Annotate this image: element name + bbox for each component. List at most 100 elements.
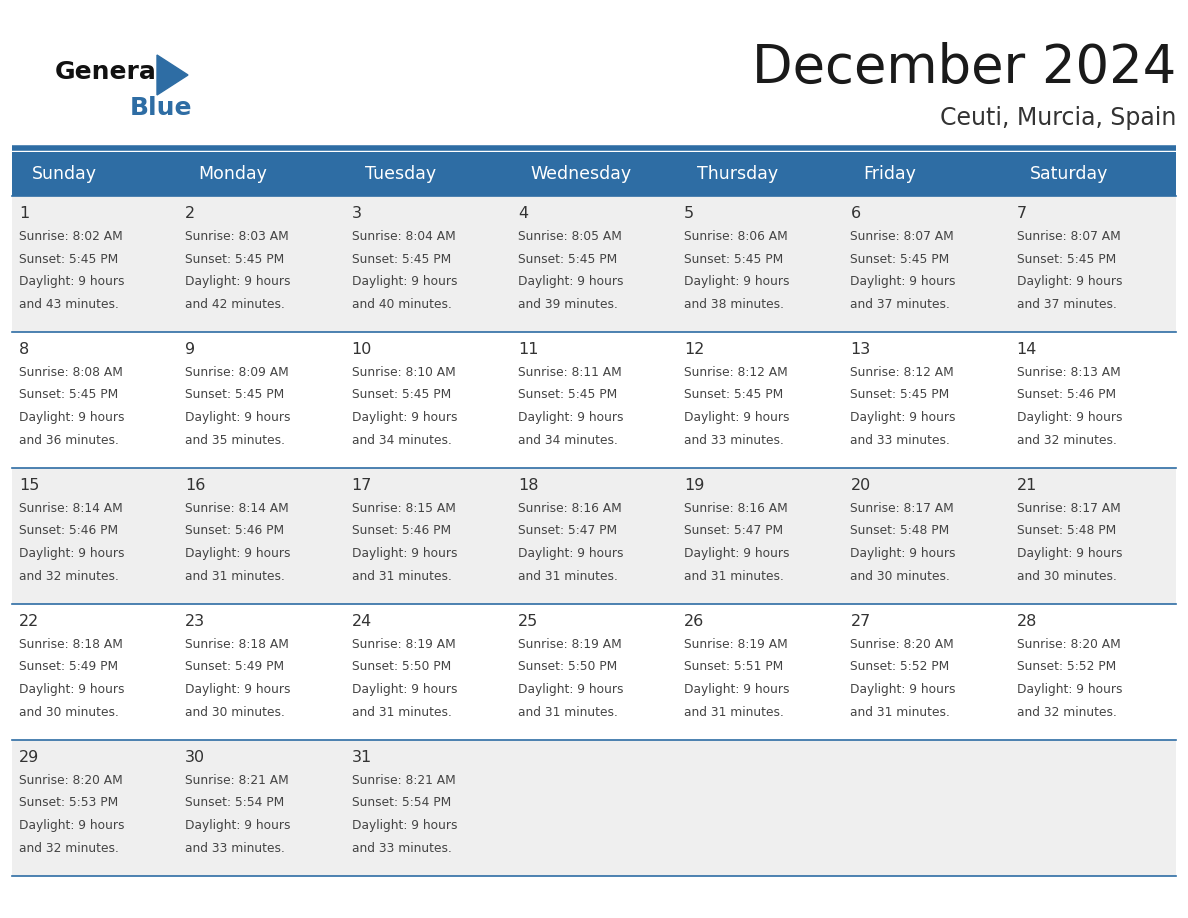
- Text: Sunset: 5:51 PM: Sunset: 5:51 PM: [684, 660, 783, 674]
- Text: Daylight: 9 hours: Daylight: 9 hours: [352, 819, 457, 832]
- Bar: [12, 468, 1176, 604]
- Bar: [12, 196, 1176, 332]
- Text: and 36 minutes.: and 36 minutes.: [19, 433, 119, 446]
- Text: Daylight: 9 hours: Daylight: 9 hours: [1017, 683, 1123, 696]
- Text: 11: 11: [518, 342, 538, 357]
- Text: 6: 6: [851, 206, 860, 221]
- Polygon shape: [157, 55, 188, 95]
- Text: and 37 minutes.: and 37 minutes.: [851, 297, 950, 310]
- Text: Sunset: 5:45 PM: Sunset: 5:45 PM: [19, 252, 119, 265]
- Bar: [12, 740, 1176, 876]
- Text: 31: 31: [352, 750, 372, 765]
- Text: Sunrise: 8:19 AM: Sunrise: 8:19 AM: [518, 638, 621, 651]
- Text: Sunset: 5:47 PM: Sunset: 5:47 PM: [684, 524, 783, 538]
- Text: Sunset: 5:46 PM: Sunset: 5:46 PM: [19, 524, 118, 538]
- Text: Sunrise: 8:04 AM: Sunrise: 8:04 AM: [352, 230, 455, 243]
- Text: Thursday: Thursday: [697, 165, 778, 183]
- Text: December 2024: December 2024: [752, 42, 1176, 94]
- Text: Sunset: 5:54 PM: Sunset: 5:54 PM: [185, 797, 285, 810]
- Text: Blue: Blue: [129, 96, 192, 120]
- Text: 13: 13: [851, 342, 871, 357]
- Text: Daylight: 9 hours: Daylight: 9 hours: [518, 411, 624, 424]
- Text: Sunrise: 8:03 AM: Sunrise: 8:03 AM: [185, 230, 289, 243]
- Text: 12: 12: [684, 342, 704, 357]
- Text: and 31 minutes.: and 31 minutes.: [185, 569, 285, 583]
- Text: Daylight: 9 hours: Daylight: 9 hours: [851, 683, 956, 696]
- Text: Sunset: 5:49 PM: Sunset: 5:49 PM: [185, 660, 284, 674]
- Text: Daylight: 9 hours: Daylight: 9 hours: [352, 683, 457, 696]
- Text: and 30 minutes.: and 30 minutes.: [1017, 569, 1117, 583]
- Text: and 43 minutes.: and 43 minutes.: [19, 297, 119, 310]
- Text: Daylight: 9 hours: Daylight: 9 hours: [185, 275, 291, 288]
- Text: Daylight: 9 hours: Daylight: 9 hours: [1017, 275, 1123, 288]
- Text: and 35 minutes.: and 35 minutes.: [185, 433, 285, 446]
- Text: and 42 minutes.: and 42 minutes.: [185, 297, 285, 310]
- Text: 21: 21: [1017, 478, 1037, 493]
- Text: Sunset: 5:45 PM: Sunset: 5:45 PM: [19, 388, 119, 401]
- Text: Daylight: 9 hours: Daylight: 9 hours: [684, 547, 790, 560]
- Text: and 32 minutes.: and 32 minutes.: [19, 569, 119, 583]
- Text: Sunrise: 8:16 AM: Sunrise: 8:16 AM: [684, 502, 788, 515]
- Text: 3: 3: [352, 206, 361, 221]
- Text: Daylight: 9 hours: Daylight: 9 hours: [518, 683, 624, 696]
- Text: Sunset: 5:48 PM: Sunset: 5:48 PM: [851, 524, 949, 538]
- Text: and 39 minutes.: and 39 minutes.: [518, 297, 618, 310]
- Text: 20: 20: [851, 478, 871, 493]
- Text: Daylight: 9 hours: Daylight: 9 hours: [518, 275, 624, 288]
- Text: Sunset: 5:45 PM: Sunset: 5:45 PM: [851, 388, 949, 401]
- Text: Sunrise: 8:18 AM: Sunrise: 8:18 AM: [19, 638, 122, 651]
- Text: Sunrise: 8:14 AM: Sunrise: 8:14 AM: [185, 502, 289, 515]
- Text: and 34 minutes.: and 34 minutes.: [352, 433, 451, 446]
- Text: 30: 30: [185, 750, 206, 765]
- Text: Tuesday: Tuesday: [365, 165, 436, 183]
- Text: Daylight: 9 hours: Daylight: 9 hours: [19, 683, 125, 696]
- Text: Sunset: 5:46 PM: Sunset: 5:46 PM: [185, 524, 284, 538]
- Text: General: General: [55, 60, 165, 84]
- Text: 5: 5: [684, 206, 694, 221]
- Text: Sunset: 5:45 PM: Sunset: 5:45 PM: [518, 388, 617, 401]
- Text: 26: 26: [684, 614, 704, 629]
- Text: Daylight: 9 hours: Daylight: 9 hours: [185, 683, 291, 696]
- Text: Sunrise: 8:12 AM: Sunrise: 8:12 AM: [851, 366, 954, 379]
- Text: Daylight: 9 hours: Daylight: 9 hours: [185, 411, 291, 424]
- Text: and 33 minutes.: and 33 minutes.: [352, 842, 451, 855]
- Text: Sunrise: 8:16 AM: Sunrise: 8:16 AM: [518, 502, 621, 515]
- Text: Sunrise: 8:07 AM: Sunrise: 8:07 AM: [851, 230, 954, 243]
- Text: Sunrise: 8:09 AM: Sunrise: 8:09 AM: [185, 366, 289, 379]
- Text: Sunset: 5:45 PM: Sunset: 5:45 PM: [185, 388, 285, 401]
- Text: and 33 minutes.: and 33 minutes.: [185, 842, 285, 855]
- Text: and 32 minutes.: and 32 minutes.: [1017, 706, 1117, 719]
- Text: Sunday: Sunday: [32, 165, 97, 183]
- Text: and 38 minutes.: and 38 minutes.: [684, 297, 784, 310]
- Text: Monday: Monday: [198, 165, 267, 183]
- Text: Sunrise: 8:08 AM: Sunrise: 8:08 AM: [19, 366, 122, 379]
- Text: and 30 minutes.: and 30 minutes.: [185, 706, 285, 719]
- Text: 17: 17: [352, 478, 372, 493]
- Text: Sunset: 5:46 PM: Sunset: 5:46 PM: [1017, 388, 1116, 401]
- Text: Sunset: 5:45 PM: Sunset: 5:45 PM: [352, 388, 450, 401]
- Text: and 30 minutes.: and 30 minutes.: [851, 569, 950, 583]
- Text: Daylight: 9 hours: Daylight: 9 hours: [1017, 547, 1123, 560]
- Text: Sunrise: 8:20 AM: Sunrise: 8:20 AM: [1017, 638, 1120, 651]
- Text: and 32 minutes.: and 32 minutes.: [19, 842, 119, 855]
- Text: Daylight: 9 hours: Daylight: 9 hours: [1017, 411, 1123, 424]
- Text: Daylight: 9 hours: Daylight: 9 hours: [19, 275, 125, 288]
- Text: Sunrise: 8:10 AM: Sunrise: 8:10 AM: [352, 366, 455, 379]
- Text: 1: 1: [19, 206, 30, 221]
- Text: 8: 8: [19, 342, 30, 357]
- Text: Daylight: 9 hours: Daylight: 9 hours: [185, 819, 291, 832]
- Text: 18: 18: [518, 478, 538, 493]
- Text: Sunset: 5:49 PM: Sunset: 5:49 PM: [19, 660, 118, 674]
- Text: and 31 minutes.: and 31 minutes.: [684, 569, 784, 583]
- Text: Daylight: 9 hours: Daylight: 9 hours: [851, 547, 956, 560]
- Bar: [12, 152, 1176, 196]
- Text: 10: 10: [352, 342, 372, 357]
- Text: 7: 7: [1017, 206, 1026, 221]
- Text: Sunset: 5:45 PM: Sunset: 5:45 PM: [684, 252, 783, 265]
- Text: Sunrise: 8:13 AM: Sunrise: 8:13 AM: [1017, 366, 1120, 379]
- Text: 9: 9: [185, 342, 195, 357]
- Bar: [12, 604, 1176, 740]
- Text: Daylight: 9 hours: Daylight: 9 hours: [352, 275, 457, 288]
- Text: Sunset: 5:45 PM: Sunset: 5:45 PM: [518, 252, 617, 265]
- Text: Sunset: 5:54 PM: Sunset: 5:54 PM: [352, 797, 450, 810]
